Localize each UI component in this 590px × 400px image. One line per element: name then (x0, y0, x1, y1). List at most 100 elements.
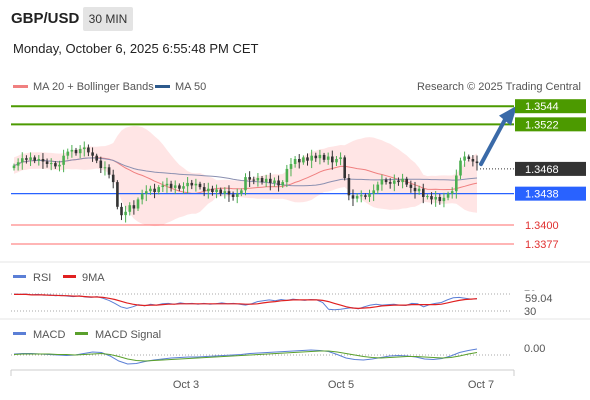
candle-body (310, 155, 313, 161)
candle-body (49, 163, 53, 165)
rsi-legend-label: RSI (33, 272, 51, 284)
candle-body (198, 183, 202, 188)
forecast-arrow-shaft (479, 117, 507, 167)
candle-body (240, 190, 243, 194)
candle-body (409, 184, 413, 188)
candle-body (380, 179, 384, 185)
x-tick-oct7: Oct 7 (468, 379, 494, 391)
candle-body (298, 159, 301, 163)
resistance-tag-1.3544 (515, 99, 586, 114)
candle-body (260, 178, 264, 183)
candle-body (21, 158, 24, 163)
candle-body (74, 149, 78, 154)
candle-body (355, 196, 359, 199)
datetime-label: Monday, October 6, 2025 6:55:48 PM CET (13, 41, 259, 56)
candle-body (405, 178, 408, 185)
candle-body (215, 189, 218, 192)
candle-body (285, 168, 289, 183)
candle-body (140, 193, 144, 200)
candle-body (388, 182, 392, 184)
candle-body (70, 149, 74, 152)
macd-line (13, 348, 478, 365)
macd-signal-legend-swatch (75, 332, 88, 335)
macd-legend-swatch (13, 332, 26, 335)
candle-body (124, 211, 127, 216)
candle-body (128, 205, 132, 212)
macd-signal-line (13, 350, 478, 362)
candle-body (194, 183, 198, 186)
candle-body (186, 182, 189, 187)
candle-body (384, 179, 388, 183)
x-tick-oct3: Oct 3 (173, 379, 199, 391)
candle-body (426, 196, 429, 198)
level-label-1.3377: 1.3377 (525, 239, 559, 251)
chart-header: GBP/USD 30 MIN Monday, October 6, 2025 6… (0, 0, 590, 70)
candle-body (364, 195, 367, 197)
candle-body (360, 195, 363, 197)
candle-body (219, 189, 222, 194)
candle-body (62, 155, 65, 165)
support-label-1.3438: 1.3438 (525, 189, 559, 201)
candle-body (107, 167, 111, 175)
candle-body (157, 187, 160, 192)
rsi-legend-swatch (13, 275, 26, 278)
candle-body (293, 159, 297, 164)
macd-last-value: 0.00 (524, 343, 545, 355)
candle-body (78, 149, 82, 154)
level-label-1.3400: 1.3400 (525, 220, 559, 232)
bollinger-band (14, 126, 477, 227)
x-axis: Oct 3 Oct 5 Oct 7 (10, 369, 515, 391)
rsi-last-value: 59.04 (525, 293, 553, 305)
candle-body (45, 161, 49, 164)
candle-body (417, 188, 421, 192)
candle-body (277, 180, 280, 186)
rsi-30-tick: 30 (524, 306, 536, 318)
x-tick-oct5: Oct 5 (328, 379, 354, 391)
candle-body (244, 177, 247, 191)
macd-signal-legend-label: MACD Signal (95, 329, 161, 341)
candle-body (58, 164, 61, 167)
price-levels (11, 105, 514, 245)
candle-body (149, 188, 152, 192)
candle-body (347, 178, 351, 196)
symbol-title: GBP/USD (11, 10, 80, 27)
candle-body (256, 178, 260, 181)
rsi-ma9-line (14, 293, 478, 310)
candle-body (169, 183, 173, 188)
forecast-arrow (479, 105, 517, 167)
candle-body (401, 178, 404, 183)
candle-body (16, 162, 20, 166)
rsi-panel: RSI 9MA 70 30 59.04 (11, 272, 554, 318)
candle-body (467, 156, 471, 159)
candle-body (318, 154, 322, 159)
candle-body (314, 155, 318, 159)
candle-body (236, 193, 239, 197)
candle-body (446, 193, 450, 198)
resistance-label-1.3522: 1.3522 (525, 119, 559, 131)
candle-body (289, 164, 293, 169)
candle-body (459, 160, 462, 176)
ma50-legend-swatch (155, 85, 170, 88)
bollinger-band-area (14, 126, 477, 227)
candle-body (322, 154, 326, 160)
candle-body (132, 205, 136, 209)
candle-body (248, 177, 251, 180)
candle-body (343, 157, 346, 178)
candle-body (103, 167, 107, 169)
ma50-legend-label: MA 50 (175, 81, 206, 93)
candle-body (376, 184, 380, 191)
candle-body (29, 157, 32, 160)
candle-body (83, 147, 86, 150)
candle-body (455, 175, 458, 192)
candle-body (273, 180, 276, 183)
macd-legend-label: MACD (33, 329, 65, 341)
ma20-legend-swatch (13, 85, 28, 88)
candle-body (25, 158, 28, 160)
candle-body (111, 174, 115, 183)
candle-body (264, 178, 268, 183)
candle-body (95, 155, 98, 161)
candle-body (306, 157, 309, 161)
candle-body (165, 183, 169, 186)
timeframe-badge[interactable]: 30 MIN (83, 7, 133, 31)
